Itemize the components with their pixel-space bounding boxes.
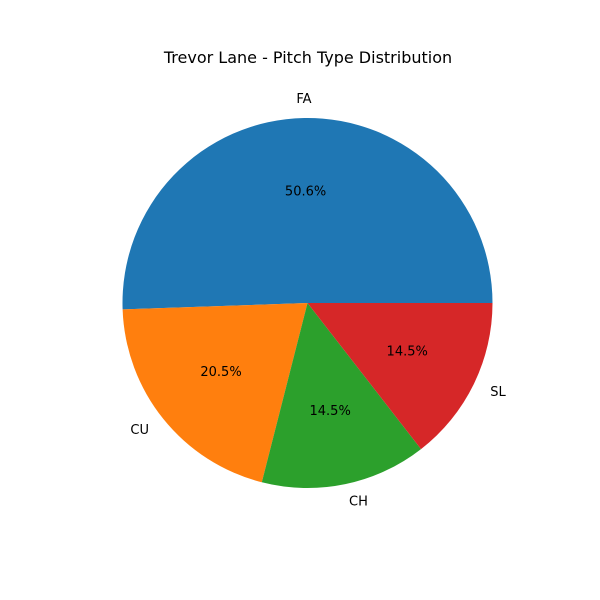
pie-labels: FA 50.6% CU 20.5% CH 14.5% SL 14.5% xyxy=(130,92,506,510)
slice-label-fa: FA xyxy=(296,92,311,107)
pie-slices xyxy=(122,117,493,488)
pie-slice-cu xyxy=(122,303,308,483)
slice-percent-sl: 14.5% xyxy=(387,344,428,359)
pie-slice-fa xyxy=(122,117,493,310)
chart-title: Trevor Lane - Pitch Type Distribution xyxy=(163,48,452,67)
slice-label-cu: CU xyxy=(130,423,149,438)
slice-label-sl: SL xyxy=(490,385,506,400)
slice-percent-ch: 14.5% xyxy=(310,404,351,419)
pie-slice-ch xyxy=(261,303,422,488)
slice-percent-cu: 20.5% xyxy=(200,365,241,380)
slice-percent-fa: 50.6% xyxy=(285,185,326,200)
slice-label-ch: CH xyxy=(349,495,368,510)
pie-slice-sl xyxy=(307,303,493,450)
